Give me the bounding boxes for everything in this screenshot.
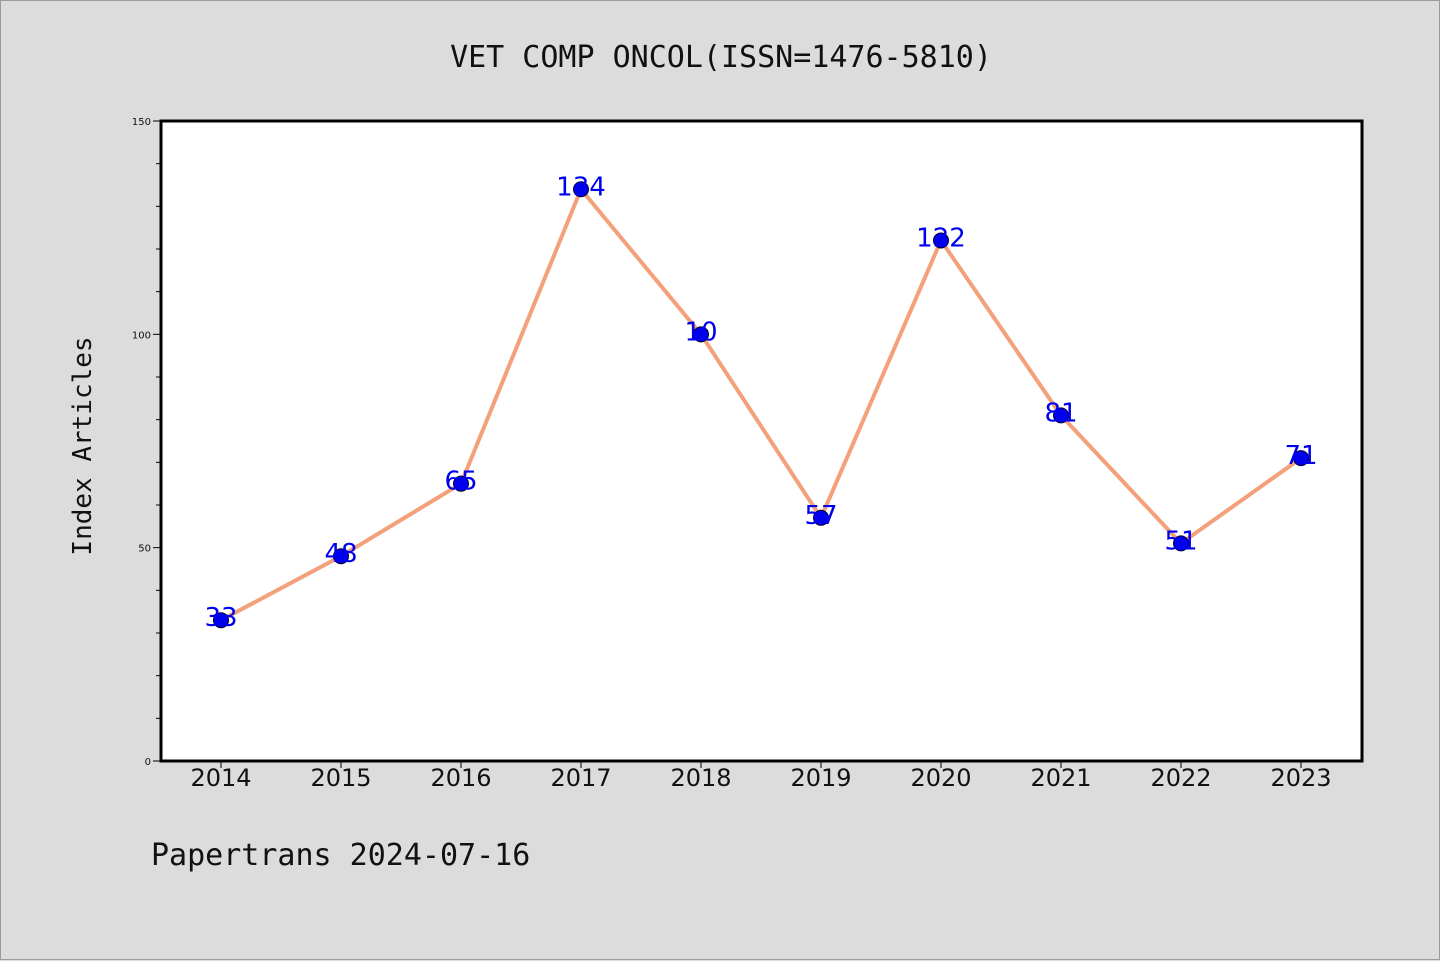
x-tick-label: 2016: [430, 764, 491, 792]
data-point: [813, 509, 829, 526]
data-label: 57: [804, 501, 837, 531]
y-tick-label: 50: [138, 544, 151, 555]
data-point: [1053, 407, 1069, 424]
data-label: 81: [1044, 398, 1077, 428]
x-axis-ticks: 2014 2015 2016 2017 2018 2019 2020 2021 2022 2023: [190, 761, 1332, 792]
footer-credit: Papertrans 2024-07-16: [151, 838, 530, 873]
y-axis-ticks: 0 50 100 150: [132, 117, 161, 768]
x-tick-label: 2020: [910, 764, 971, 792]
data-point: [1173, 535, 1189, 552]
data-label: 134: [556, 172, 606, 202]
data-point: [693, 326, 709, 343]
x-tick-label: 2015: [310, 764, 371, 792]
x-tick-label: 2019: [790, 764, 851, 792]
x-tick-label: 2018: [670, 764, 731, 792]
x-tick-label: 2022: [1150, 764, 1211, 792]
data-point: [333, 548, 349, 565]
data-markers: [213, 181, 1309, 629]
data-point: [213, 612, 229, 629]
data-label: 33: [204, 603, 237, 633]
plot-border: [159, 119, 1364, 763]
plot-area: [161, 121, 1362, 761]
data-labels: 33 48 65 134 10 57 122 81 51 71: [204, 172, 1317, 633]
data-label: 71: [1284, 441, 1317, 471]
data-point: [1293, 450, 1309, 467]
data-label: 10: [684, 317, 717, 347]
data-label: 65: [444, 467, 477, 497]
y-tick-label: 0: [145, 757, 151, 768]
data-label: 122: [916, 223, 966, 253]
data-point: [453, 475, 469, 492]
chart-title: VET COMP ONCOL(ISSN=1476-5810): [450, 40, 992, 75]
y-axis-label: Index Articles: [68, 336, 98, 555]
x-tick-label: 2023: [1270, 764, 1331, 792]
x-tick-label: 2017: [550, 764, 611, 792]
data-point: [573, 181, 589, 198]
y-tick-label: 150: [132, 117, 151, 128]
data-label: 48: [324, 539, 357, 569]
data-point: [933, 232, 949, 249]
x-tick-label: 2014: [190, 764, 251, 792]
x-tick-label: 2021: [1030, 764, 1091, 792]
y-tick-label: 100: [132, 330, 151, 341]
data-label: 51: [1164, 526, 1197, 556]
series-line-group: [220, 187, 1303, 622]
series-line: [220, 187, 1303, 622]
